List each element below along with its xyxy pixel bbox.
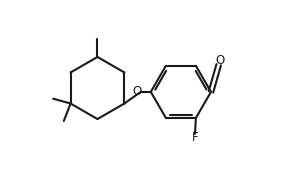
Text: F: F — [192, 131, 198, 144]
Text: O: O — [215, 54, 224, 67]
Text: O: O — [133, 85, 142, 98]
